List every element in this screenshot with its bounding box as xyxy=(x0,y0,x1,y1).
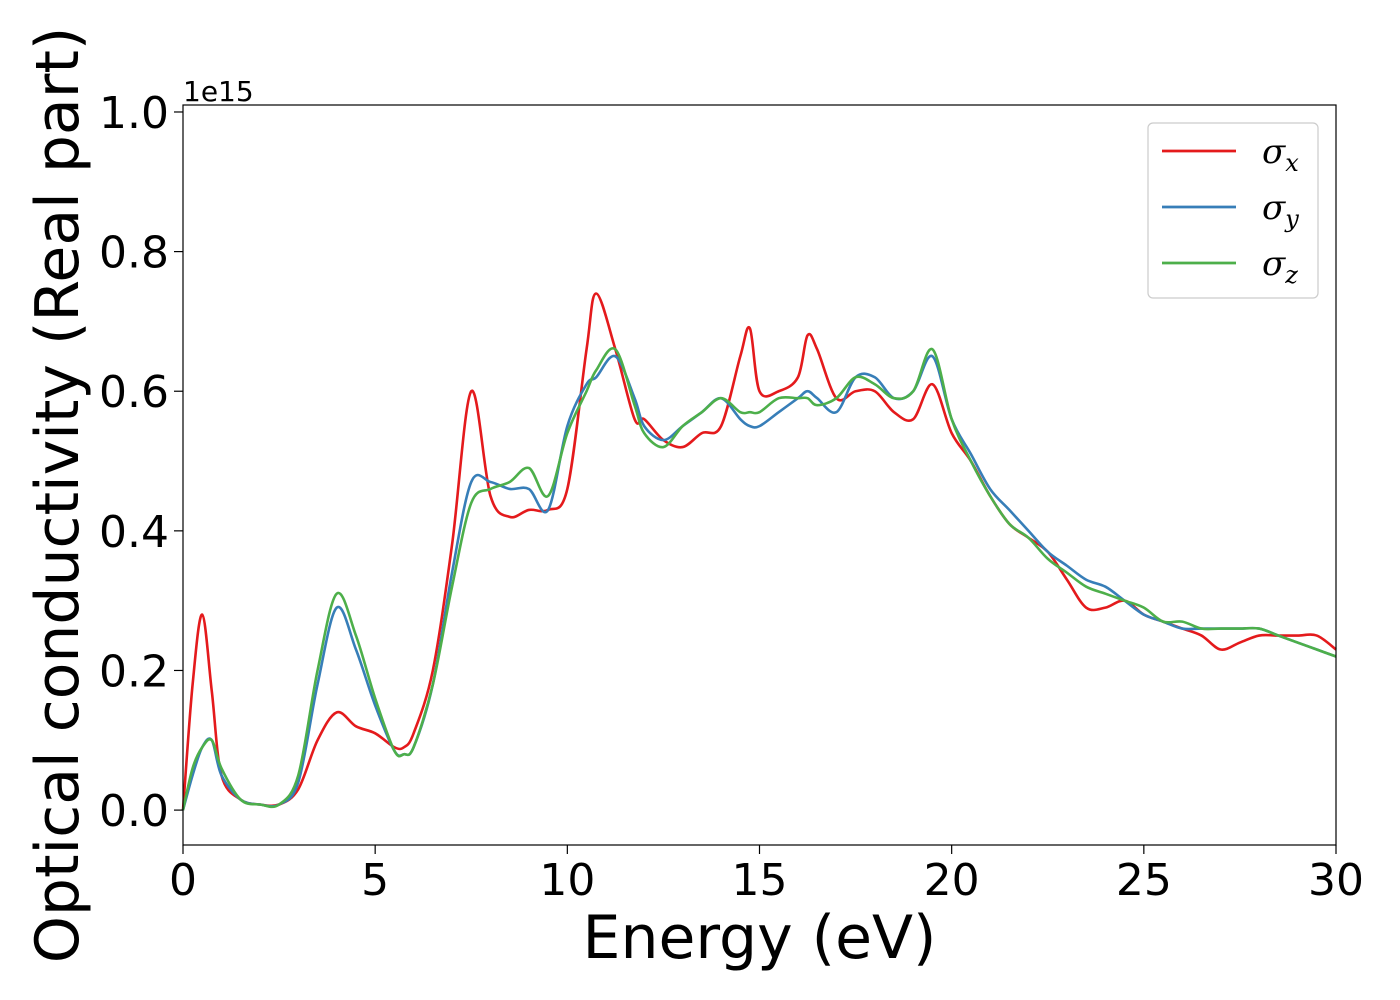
x-axis: 0 5 10 15 20 25 30 xyxy=(169,845,1364,906)
legend-box xyxy=(1147,122,1319,299)
x-tick-label: 15 xyxy=(732,855,788,906)
y-axis: 0.0 0.2 0.4 0.6 0.8 1.0 xyxy=(99,88,183,837)
plot-background xyxy=(183,105,1336,845)
x-tick-label: 0 xyxy=(169,855,197,906)
x-tick-label: 5 xyxy=(361,855,389,906)
y-tick-label: 1.0 xyxy=(99,88,169,139)
y-axis-title: Optical conductivity (Real part) xyxy=(23,27,93,964)
y-tick-label: 0.8 xyxy=(99,228,169,279)
series-line-z xyxy=(181,346,1337,811)
y-tick-label: 0.0 xyxy=(99,786,169,837)
legend-label-sub-x: x xyxy=(1285,149,1299,177)
series-layer xyxy=(181,292,1337,811)
y-tick-label: 0.2 xyxy=(99,646,169,697)
legend-label-sub-z: z xyxy=(1284,261,1298,289)
x-tick-label: 30 xyxy=(1308,855,1364,906)
x-axis-title: Energy (eV) xyxy=(583,903,937,973)
series-line-x xyxy=(181,292,1337,811)
x-tick-label: 10 xyxy=(539,855,595,906)
y-offset-label: 1e15 xyxy=(183,75,254,108)
x-tick-label: 25 xyxy=(1116,855,1172,906)
y-tick-label: 0.4 xyxy=(99,507,169,558)
y-tick-label: 0.6 xyxy=(99,367,169,418)
x-tick-label: 20 xyxy=(924,855,980,906)
legend-label-sub-y: y xyxy=(1284,205,1299,233)
